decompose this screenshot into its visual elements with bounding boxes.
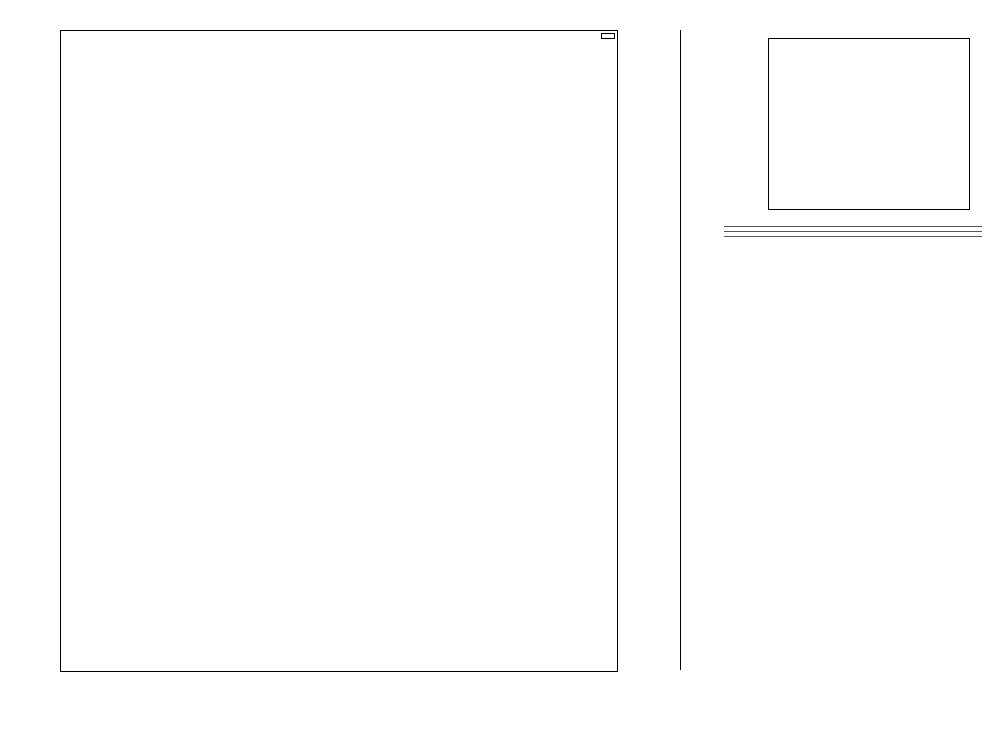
hodograph — [768, 38, 970, 210]
indices-panel — [724, 222, 982, 241]
wind-barb-column — [680, 30, 705, 670]
wind-barbs-svg — [681, 30, 721, 670]
indices-hodograph — [724, 236, 982, 241]
legend — [601, 33, 615, 39]
skewt-svg — [61, 31, 617, 671]
hodograph-svg — [769, 39, 969, 209]
skewt-page — [0, 0, 1000, 733]
skewt-chart — [60, 30, 618, 672]
